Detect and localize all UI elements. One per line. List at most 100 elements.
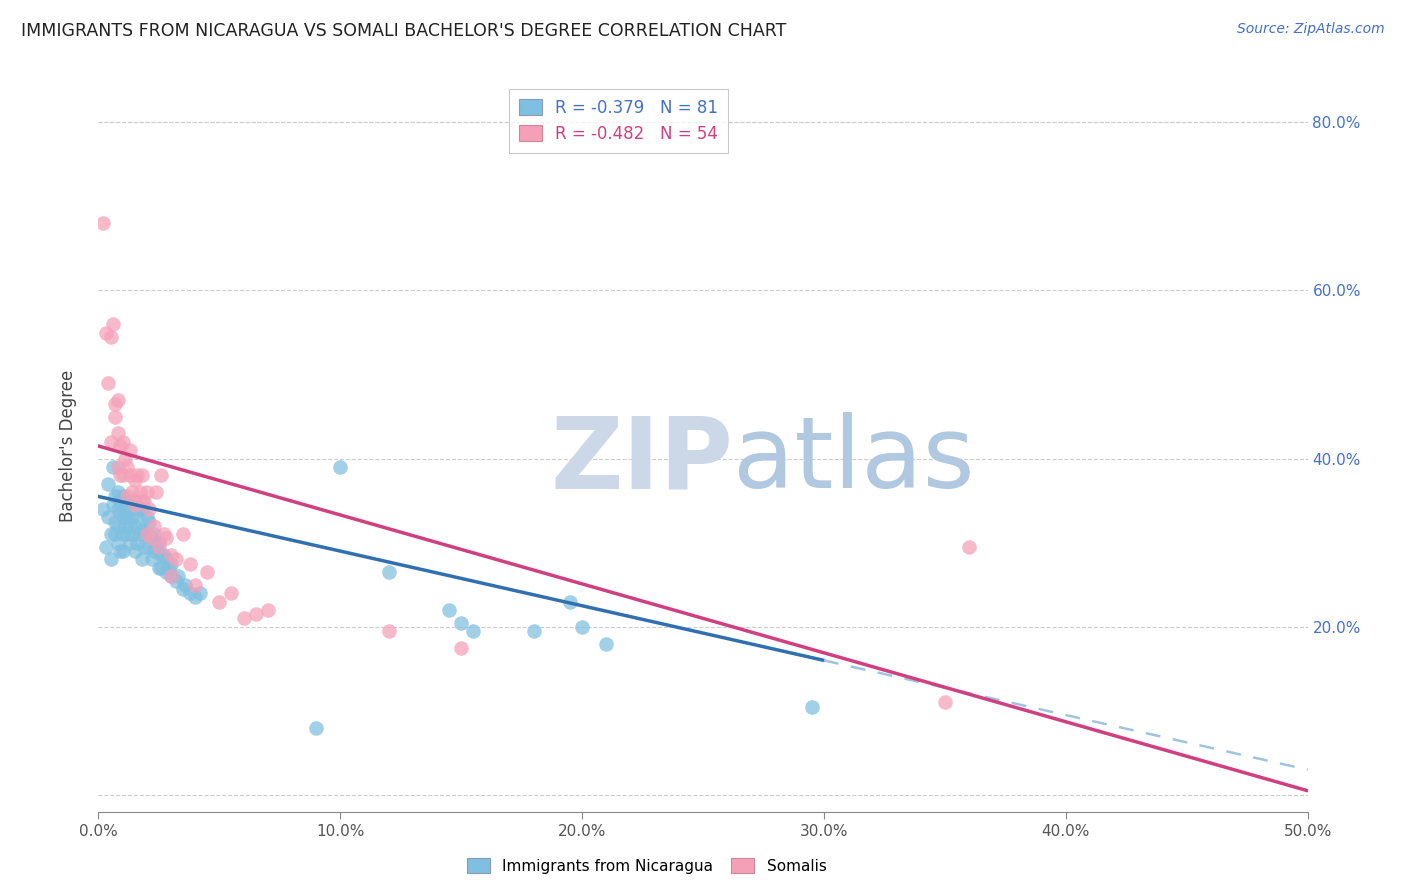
Point xyxy=(184,591,207,605)
Point xyxy=(104,490,127,504)
Point xyxy=(148,535,170,549)
Point xyxy=(91,216,114,230)
Point xyxy=(97,376,120,390)
Point xyxy=(245,607,267,622)
Point xyxy=(114,451,136,466)
Point xyxy=(150,561,173,575)
Point xyxy=(131,523,153,537)
Point xyxy=(450,615,472,630)
Point xyxy=(145,540,167,554)
Point xyxy=(111,527,134,541)
Point xyxy=(107,519,129,533)
Point xyxy=(118,468,141,483)
Point xyxy=(160,557,183,571)
Legend: R = -0.379   N = 81, R = -0.482   N = 54: R = -0.379 N = 81, R = -0.482 N = 54 xyxy=(509,88,728,153)
Point xyxy=(118,443,141,458)
Point xyxy=(143,519,166,533)
Point xyxy=(134,493,156,508)
Point xyxy=(195,565,218,579)
Point xyxy=(172,582,194,596)
Point xyxy=(111,544,134,558)
Point xyxy=(150,549,173,563)
Point xyxy=(138,540,160,554)
Point xyxy=(124,544,146,558)
Point xyxy=(157,561,180,575)
Point xyxy=(160,569,183,583)
Point xyxy=(104,515,127,529)
Point xyxy=(165,574,187,588)
Point xyxy=(134,540,156,554)
Point xyxy=(97,510,120,524)
Point xyxy=(134,523,156,537)
Point xyxy=(143,544,166,558)
Point xyxy=(143,527,166,541)
Point xyxy=(141,552,163,566)
Point xyxy=(184,578,207,592)
Point xyxy=(121,510,143,524)
Point xyxy=(329,460,352,475)
Point xyxy=(124,498,146,512)
Y-axis label: Bachelor's Degree: Bachelor's Degree xyxy=(59,370,77,522)
Point xyxy=(107,485,129,500)
Text: Source: ZipAtlas.com: Source: ZipAtlas.com xyxy=(1237,22,1385,37)
Point xyxy=(135,485,157,500)
Point xyxy=(124,473,146,487)
Point xyxy=(108,493,131,508)
Point xyxy=(152,527,174,541)
Point xyxy=(934,695,956,709)
Point xyxy=(118,535,141,549)
Point xyxy=(131,493,153,508)
Point xyxy=(141,532,163,546)
Point xyxy=(155,552,177,566)
Point xyxy=(104,397,127,411)
Point xyxy=(165,552,187,566)
Point xyxy=(91,502,114,516)
Point xyxy=(128,527,150,541)
Point xyxy=(172,527,194,541)
Point xyxy=(104,409,127,424)
Point xyxy=(111,510,134,524)
Point xyxy=(208,594,231,608)
Point xyxy=(523,624,546,638)
Point xyxy=(100,552,122,566)
Point xyxy=(94,326,117,340)
Point xyxy=(131,502,153,516)
Point xyxy=(595,636,617,650)
Point xyxy=(121,485,143,500)
Point xyxy=(232,611,254,625)
Point xyxy=(174,578,197,592)
Point xyxy=(138,515,160,529)
Point xyxy=(104,527,127,541)
Point xyxy=(463,624,485,638)
Point xyxy=(101,460,124,475)
Point xyxy=(117,493,139,508)
Point xyxy=(179,586,201,600)
Point xyxy=(97,476,120,491)
Point xyxy=(101,498,124,512)
Point xyxy=(111,434,134,449)
Point xyxy=(188,586,211,600)
Point xyxy=(135,527,157,541)
Point xyxy=(128,485,150,500)
Point xyxy=(107,460,129,475)
Point xyxy=(377,565,399,579)
Point xyxy=(377,624,399,638)
Point xyxy=(135,527,157,541)
Point xyxy=(114,502,136,516)
Point xyxy=(138,502,160,516)
Point xyxy=(152,549,174,563)
Point xyxy=(124,493,146,508)
Point xyxy=(114,519,136,533)
Legend: Immigrants from Nicaragua, Somalis: Immigrants from Nicaragua, Somalis xyxy=(461,852,832,880)
Point xyxy=(155,565,177,579)
Point xyxy=(117,527,139,541)
Point xyxy=(221,586,243,600)
Point xyxy=(121,527,143,541)
Point xyxy=(127,510,149,524)
Point xyxy=(131,552,153,566)
Point xyxy=(118,519,141,533)
Point xyxy=(100,434,122,449)
Text: atlas: atlas xyxy=(734,412,974,509)
Point xyxy=(101,317,124,331)
Point xyxy=(148,540,170,554)
